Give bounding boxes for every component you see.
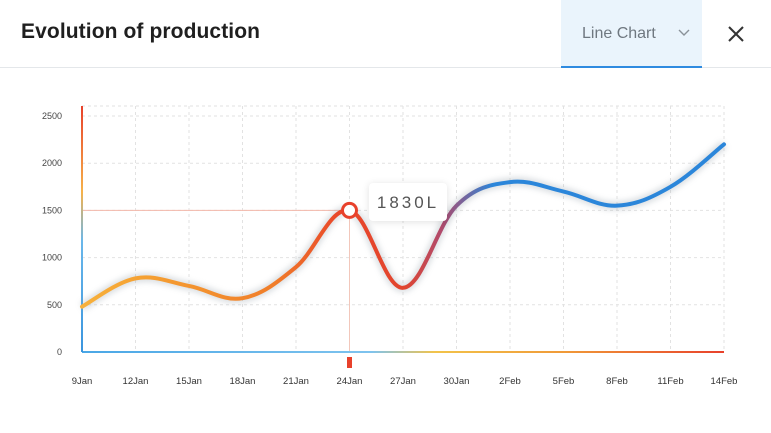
x-tick-label: 21Jan [283,376,309,387]
series-line [80,142,726,309]
panel-header: Evolution of production Line Chart [0,0,771,68]
x-tick-label: 27Jan [390,376,416,387]
highlight-point [341,201,358,219]
x-tick-label: 11Feb [657,376,683,387]
y-tick-label: 500 [47,300,62,310]
chart-type-selected-label: Line Chart [582,25,656,42]
x-tick-label: 12Jan [123,376,149,387]
close-icon[interactable] [722,20,750,48]
x-tick-label: 15Jan [176,376,202,387]
chart-type-dropdown[interactable]: Line Chart [561,0,702,68]
x-tick-label: 9Jan [72,376,93,387]
value-tooltip: 1830L [369,183,447,221]
y-tick-label: 2000 [42,158,62,168]
x-tick-label: 14Feb [711,376,738,387]
x-tick-label: 30Jan [444,376,470,387]
x-tick-label: 8Feb [606,376,628,387]
x-tick-label: 24Jan [337,376,363,387]
x-tick-label: 5Feb [553,376,575,387]
tooltip-value: 1830L [376,193,440,212]
highlight-axis-marker [347,357,352,368]
x-tick-label: 18Jan [230,376,256,387]
line-chart: 0 500 1000 1500 2000 2500 9Jan 12Jan 15Jan 18Jan 2… [42,105,738,387]
y-tick-label: 1000 [42,253,62,263]
chevron-down-icon [678,29,690,36]
y-tick-label: 2500 [42,111,62,121]
panel-title: Evolution of production [21,20,261,43]
y-tick-label: 1500 [42,205,62,215]
y-tick-label: 0 [57,347,62,357]
x-tick-label: 2Feb [499,376,521,387]
